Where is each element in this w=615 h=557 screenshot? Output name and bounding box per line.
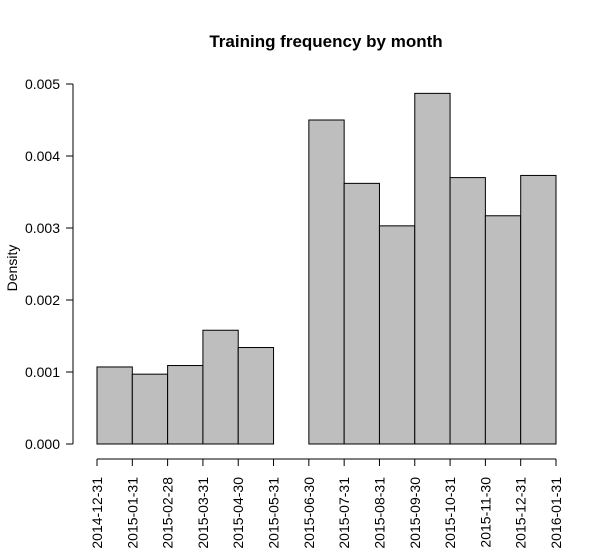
x-tick-label: 2015-06-30	[301, 477, 317, 549]
bars-group	[96, 92, 557, 445]
y-tick-label: 0.004	[25, 148, 60, 164]
x-tick-label: 2015-01-31	[124, 477, 140, 549]
x-tick-label: 2015-09-30	[407, 477, 423, 549]
bar-10	[449, 177, 486, 445]
x-tick-label: 2015-03-31	[195, 477, 211, 549]
bar-6	[308, 119, 345, 445]
x-tick-label: 2014-12-31	[89, 477, 105, 549]
x-tick-label: 2015-12-31	[513, 477, 529, 549]
y-tick-label: 0.003	[25, 220, 60, 236]
y-tick-label: 0.002	[25, 292, 60, 308]
bar-12	[520, 174, 557, 445]
x-tick-label: 2015-10-31	[442, 477, 458, 549]
x-tick-label: 2015-02-28	[160, 477, 176, 549]
bar-7	[343, 182, 380, 445]
x-tick-label: 2016-01-31	[548, 477, 564, 549]
bar-1	[131, 373, 169, 445]
bar-3	[202, 329, 239, 445]
x-tick-label: 2015-07-31	[336, 477, 352, 549]
x-tick-label: 2015-05-31	[266, 477, 282, 549]
x-axis: 2014-12-31 2015-01-31 2015-02-28 2015-03-31…	[89, 458, 564, 549]
chart-title: Training frequency by month	[209, 32, 442, 51]
bar-8	[378, 225, 416, 445]
bar-2	[167, 365, 204, 445]
bar-0	[96, 366, 133, 445]
x-tick-label: 2015-04-30	[230, 477, 246, 549]
bar-9	[414, 92, 451, 445]
bar-11	[484, 215, 522, 445]
y-tick-label: 0.000	[25, 436, 60, 452]
y-tick-label: 0.005	[25, 76, 60, 92]
y-tick-label: 0.001	[25, 364, 60, 380]
bar-4	[237, 347, 275, 445]
y-axis-label: Density	[4, 245, 20, 292]
x-tick-label: 2015-11-30	[477, 477, 493, 548]
y-axis: 0.000 0.001 0.002 0.003 0.004 0.005	[25, 76, 74, 452]
x-tick-label: 2015-08-31	[371, 477, 387, 549]
